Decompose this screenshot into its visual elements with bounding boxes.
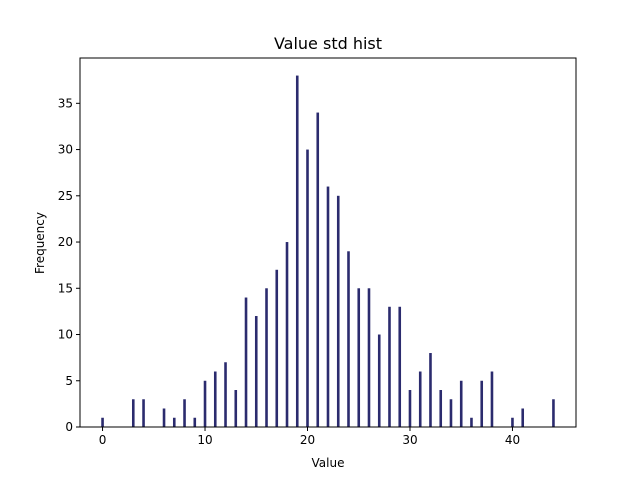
y-tick-label: 0	[65, 420, 73, 434]
histogram-bar	[357, 288, 361, 427]
histogram-bar	[521, 408, 525, 427]
histogram-bar	[480, 380, 484, 427]
histogram-bar	[193, 417, 197, 427]
histogram-bar	[490, 371, 494, 427]
x-tick-label: 40	[505, 433, 520, 447]
y-tick-label: 35	[58, 96, 73, 110]
histogram-bar	[326, 186, 330, 427]
histogram-bar	[336, 195, 340, 427]
histogram-bar	[388, 306, 391, 427]
histogram-bar	[511, 417, 514, 427]
histogram-bar	[162, 408, 166, 427]
histogram-bar	[285, 242, 289, 427]
histogram-bar	[203, 380, 207, 427]
y-tick-label: 10	[58, 328, 73, 342]
y-tick-label: 5	[65, 374, 73, 388]
x-axis-label: Value	[312, 456, 345, 470]
histogram-bar	[449, 399, 453, 427]
histogram-bar	[552, 399, 555, 427]
histogram-bar	[234, 390, 238, 427]
y-tick-label: 20	[58, 235, 73, 249]
histogram-bar	[347, 251, 350, 427]
x-tick-label: 0	[99, 433, 107, 447]
plot-frame	[79, 57, 577, 428]
histogram-bar	[295, 75, 299, 427]
x-tick-label: 30	[402, 433, 417, 447]
histogram-bar	[459, 380, 463, 427]
histogram-bar	[265, 288, 268, 427]
histogram-bar	[101, 417, 104, 427]
y-tick-label: 15	[58, 281, 73, 295]
bars-group	[101, 75, 555, 427]
histogram-bar	[224, 362, 227, 427]
histogram-bar	[306, 149, 309, 427]
histogram-bar	[398, 306, 402, 427]
histogram-bar	[316, 112, 320, 427]
histogram-bar	[131, 399, 135, 427]
x-tick-label: 20	[300, 433, 315, 447]
chart-title: Value std hist	[274, 34, 382, 53]
histogram-bar	[470, 417, 473, 427]
histogram-bar	[439, 390, 443, 427]
y-axis-ticks: 0 5 10 15 20 25 30 35	[58, 96, 80, 434]
y-tick-label: 25	[58, 189, 73, 203]
histogram-bar	[275, 269, 279, 427]
histogram-bar	[172, 417, 176, 427]
histogram-bar	[429, 353, 432, 427]
histogram-bar	[244, 297, 248, 427]
x-tick-label: 10	[197, 433, 212, 447]
histogram-bar	[418, 371, 422, 427]
histogram-bar	[142, 399, 145, 427]
histogram-bar	[367, 288, 371, 427]
x-axis-ticks: 0 10 20 30 40	[99, 427, 520, 447]
histogram-bar	[254, 316, 258, 427]
y-axis-label: Frequency	[33, 212, 47, 274]
histogram-bar	[213, 371, 217, 427]
y-tick-label: 30	[58, 143, 73, 157]
histogram-bar	[377, 334, 381, 427]
histogram-bar	[183, 399, 186, 427]
histogram-bar	[408, 390, 412, 427]
